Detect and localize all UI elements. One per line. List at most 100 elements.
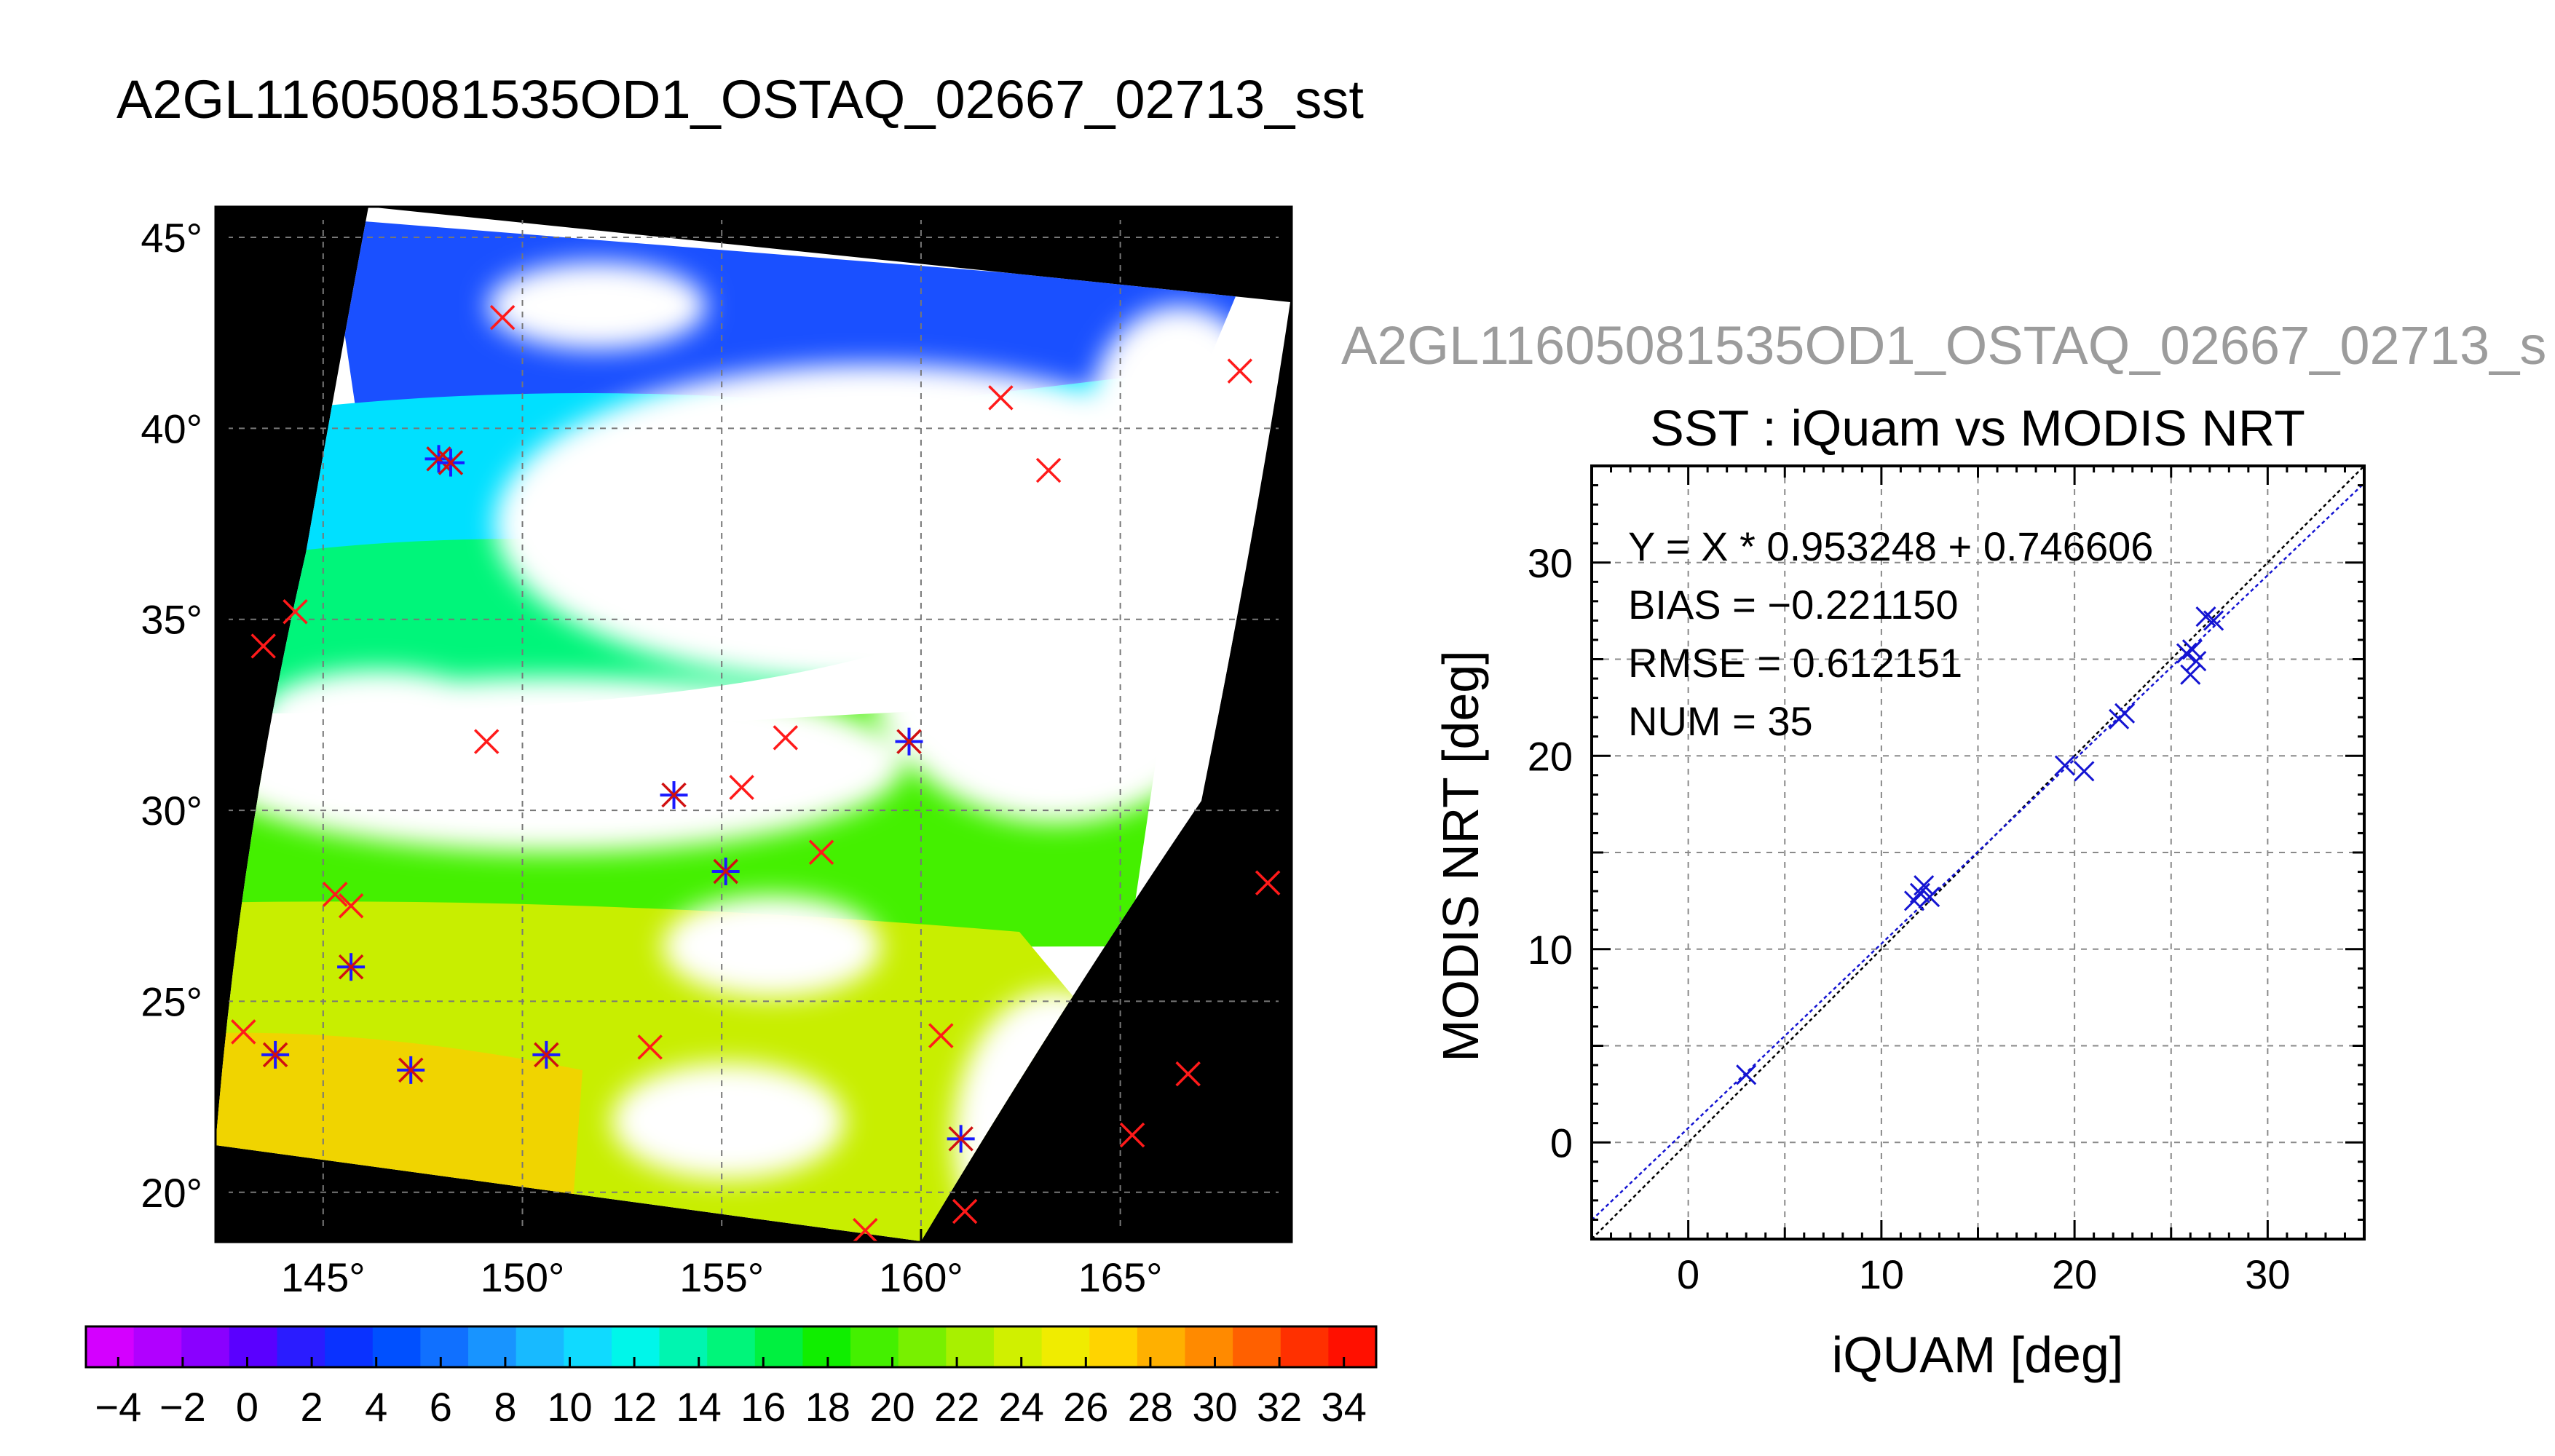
scatter-point xyxy=(2180,664,2201,685)
colorbar-label: 24 xyxy=(999,1384,1044,1430)
colorbar-label: 12 xyxy=(612,1384,657,1430)
lon-tick-label: 150° xyxy=(481,1254,565,1300)
colorbar-cell xyxy=(1185,1326,1233,1367)
colorbar-cell xyxy=(86,1326,135,1367)
scatter-header: A2GL11605081535OD1_OSTAQ_02667_02713_s xyxy=(1341,315,2546,376)
colorbar-label: 0 xyxy=(236,1384,258,1430)
lat-tick-label: 20° xyxy=(141,1170,202,1216)
lat-tick-label: 35° xyxy=(141,597,202,643)
colorbar-label: −2 xyxy=(159,1384,206,1430)
colorbar-label: 26 xyxy=(1063,1384,1108,1430)
matchup-used-marker xyxy=(397,1056,425,1084)
colorbar-cell xyxy=(325,1326,374,1367)
scatter-y-axis-label: MODIS NRT [deg] xyxy=(1432,650,1489,1061)
scatter-point xyxy=(1914,875,1935,896)
scatter-point xyxy=(2074,761,2095,782)
scatter-x-axis-label: iQUAM [deg] xyxy=(1832,1326,2124,1383)
x-tick-label: 20 xyxy=(2052,1251,2097,1297)
colorbar-cell xyxy=(946,1326,995,1367)
colorbar-cell xyxy=(1041,1326,1090,1367)
matchup-marker xyxy=(1035,457,1062,483)
lat-tick-label: 40° xyxy=(141,405,202,451)
matchup-used-marker xyxy=(436,448,465,477)
colorbar-cell xyxy=(372,1326,422,1367)
colorbar-cell xyxy=(420,1326,469,1367)
scatter-y-tick-labels: 0 10 20 30 xyxy=(1528,540,1573,1166)
matchup-marker xyxy=(250,633,276,659)
latitude-labels: 45° 40° 35° 30° 25° 20° xyxy=(141,215,202,1216)
scatter-title: SST : iQuam vs MODIS NRT xyxy=(1650,400,2305,456)
colorbar-cell xyxy=(516,1326,564,1367)
matchup-marker xyxy=(952,1198,978,1224)
colorbar-label: 30 xyxy=(1192,1384,1237,1430)
matchup-marker xyxy=(322,882,348,907)
matchup-used-marker xyxy=(532,1040,561,1069)
colorbar-cell xyxy=(133,1326,182,1367)
colorbar-label: 2 xyxy=(301,1384,323,1430)
matchup-marker xyxy=(231,1019,256,1045)
matchup-marker xyxy=(473,729,499,754)
scatter-chart: SST : iQuam vs MODIS NRT 0 10 20 30 0 10 20 30… xyxy=(1432,400,2366,1383)
colorbar-label: 32 xyxy=(1257,1384,1302,1430)
scatter-point xyxy=(2114,703,2136,724)
colorbar-label: −4 xyxy=(95,1384,141,1430)
matchup-markers xyxy=(231,304,1281,1242)
lon-tick-label: 155° xyxy=(679,1254,764,1300)
colorbar-label: 4 xyxy=(365,1384,387,1430)
scatter-point xyxy=(1736,1064,1757,1085)
page-title: A2GL11605081535OD1_OSTAQ_02667_02713_sst xyxy=(117,69,1364,130)
sst-swath xyxy=(216,207,1290,1241)
matchup-marker xyxy=(988,385,1014,411)
colorbar-label: 16 xyxy=(741,1384,786,1430)
scatter-point xyxy=(2176,643,2197,664)
colorbar-cell xyxy=(181,1326,230,1367)
colorbar-cell xyxy=(277,1326,325,1367)
colorbar-label: 8 xyxy=(494,1384,516,1430)
matchup-marker xyxy=(283,598,308,625)
x-tick-label: 30 xyxy=(2245,1251,2290,1297)
matchup-marker xyxy=(1175,1061,1201,1087)
sst-map: 45° 40° 35° 30° 25° 20° 145° 150° 155° 160° 165° xyxy=(141,205,1293,1300)
map-grid xyxy=(216,207,1292,1242)
matchup-used-marker xyxy=(337,953,366,981)
scatter-point xyxy=(2181,639,2203,660)
map-ticks xyxy=(216,207,1292,1242)
scatter-points xyxy=(1736,606,2224,1085)
colorbar-cell xyxy=(564,1326,612,1367)
colorbar-label: 14 xyxy=(676,1384,722,1430)
colorbar-label: 10 xyxy=(547,1384,592,1430)
scatter-point xyxy=(2054,755,2075,776)
colorbar-cell xyxy=(850,1326,899,1367)
colorbar-cell xyxy=(1137,1326,1186,1367)
lon-tick-label: 165° xyxy=(1078,1254,1163,1300)
colorbar-label: 22 xyxy=(934,1384,979,1430)
y-tick-label: 10 xyxy=(1528,927,1573,973)
matchup-marker xyxy=(1227,358,1253,384)
colorbar-cell xyxy=(229,1326,278,1367)
colorbar-labels: −4 −2 0 2 4 6 8 10 12 14 16 18 20 22 24 26 28 30 32 34 xyxy=(95,1357,1367,1430)
lon-tick-label: 145° xyxy=(281,1254,366,1300)
colorbar-cell xyxy=(993,1326,1043,1367)
stat-rmse: RMSE = 0.612151 xyxy=(1628,640,1962,686)
x-tick-label: 10 xyxy=(1859,1251,1904,1297)
colorbar-cells xyxy=(86,1326,1377,1367)
x-tick-label: 0 xyxy=(1677,1251,1699,1297)
colorbar-cell xyxy=(611,1326,660,1367)
matchup-marker xyxy=(928,1023,954,1048)
matchup-marker xyxy=(773,725,799,751)
matchup-used-marker xyxy=(947,1125,975,1153)
y-tick-label: 0 xyxy=(1550,1120,1573,1166)
colorbar-frame xyxy=(84,1325,1378,1369)
matchup-marker xyxy=(338,893,364,919)
scatter-point xyxy=(2186,651,2207,672)
matchup-marker xyxy=(729,775,754,800)
fit-line xyxy=(1592,482,2364,1221)
lat-tick-label: 30° xyxy=(141,788,202,834)
colorbar-cell xyxy=(659,1326,708,1367)
matchup-used-marker xyxy=(711,858,740,886)
matchup-marker xyxy=(853,1218,878,1242)
matchup-used-marker xyxy=(660,781,688,810)
colorbar-label: 6 xyxy=(430,1384,452,1430)
colorbar-cell xyxy=(468,1326,517,1367)
